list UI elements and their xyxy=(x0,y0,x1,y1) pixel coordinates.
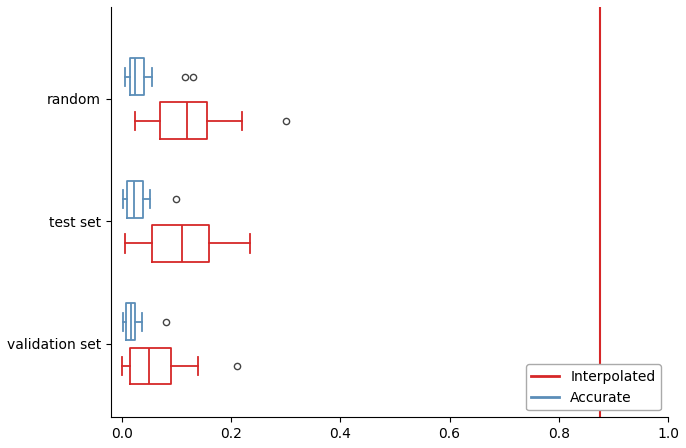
Legend: Interpolated, Accurate: Interpolated, Accurate xyxy=(526,364,661,410)
